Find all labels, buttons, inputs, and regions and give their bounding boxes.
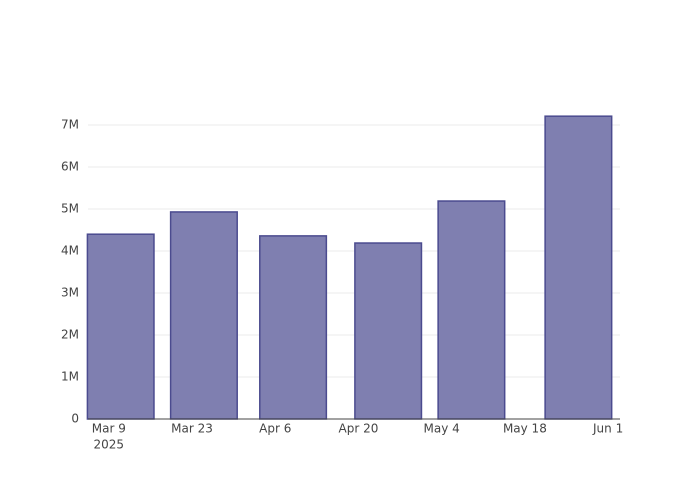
y-tick-label: 0 <box>71 412 79 426</box>
x-tick-label: May 4 <box>424 422 460 436</box>
bar <box>354 242 423 420</box>
x-tick-label: Apr 6 <box>259 422 291 436</box>
bar <box>544 115 613 420</box>
y-tick-label: 4M <box>61 244 79 258</box>
x-tick-label: May 18 <box>503 422 547 436</box>
x-tick-label: Jun 1 <box>592 422 623 436</box>
y-tick-label: 6M <box>61 160 79 174</box>
y-tick-label: 7M <box>61 118 79 132</box>
y-tick-label: 3M <box>61 286 79 300</box>
x-tick-label: Apr 20 <box>339 422 379 436</box>
bar <box>259 235 328 420</box>
x-tick-label: Mar 9 <box>92 422 126 436</box>
bar <box>437 200 506 420</box>
x-tick-label: Mar 23 <box>171 422 213 436</box>
bar <box>86 233 155 420</box>
x-year-label: 2025 <box>94 438 125 452</box>
y-tick-label: 1M <box>61 370 79 384</box>
bar <box>169 211 238 420</box>
y-tick-label: 5M <box>61 202 79 216</box>
y-tick-label: 2M <box>61 328 79 342</box>
